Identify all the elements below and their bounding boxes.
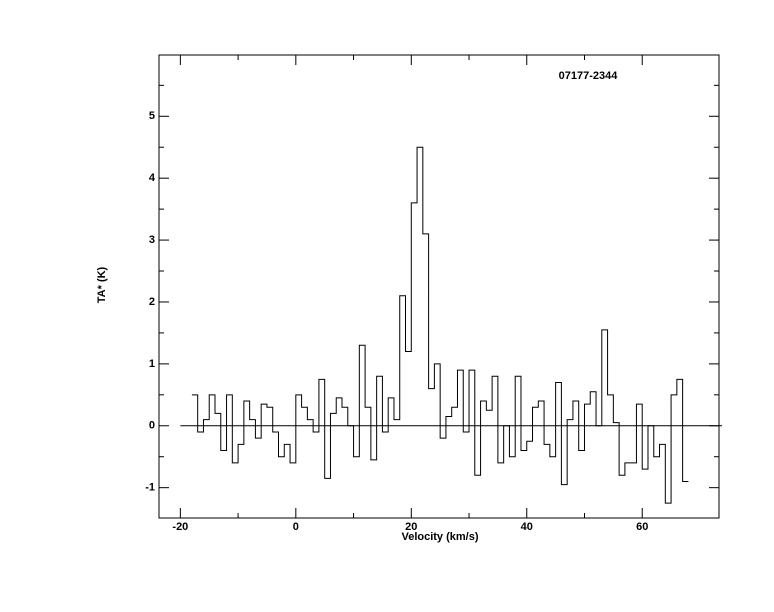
- x-tick-label: 40: [521, 521, 533, 533]
- x-tick-label: 20: [405, 521, 417, 533]
- y-axis-label: TA* (K): [96, 266, 108, 303]
- y-tick-label: 3: [149, 234, 155, 246]
- y-tick-label: 2: [149, 296, 155, 308]
- x-tick-label: -20: [172, 521, 188, 533]
- chart-title: 07177-2344: [559, 70, 619, 82]
- y-tick-label: -1: [145, 482, 155, 494]
- spectrum-line: [191, 146, 689, 504]
- x-tick-label: 60: [636, 521, 648, 533]
- y-tick-label: 1: [149, 358, 155, 370]
- x-tick-label: 0: [293, 521, 299, 533]
- x-axis-label: Velocity (km/s): [401, 531, 478, 543]
- y-tick-label: 4: [149, 172, 156, 184]
- plot-frame: [158, 54, 720, 519]
- y-tick-label: 5: [149, 110, 155, 122]
- y-tick-label: 0: [149, 420, 155, 432]
